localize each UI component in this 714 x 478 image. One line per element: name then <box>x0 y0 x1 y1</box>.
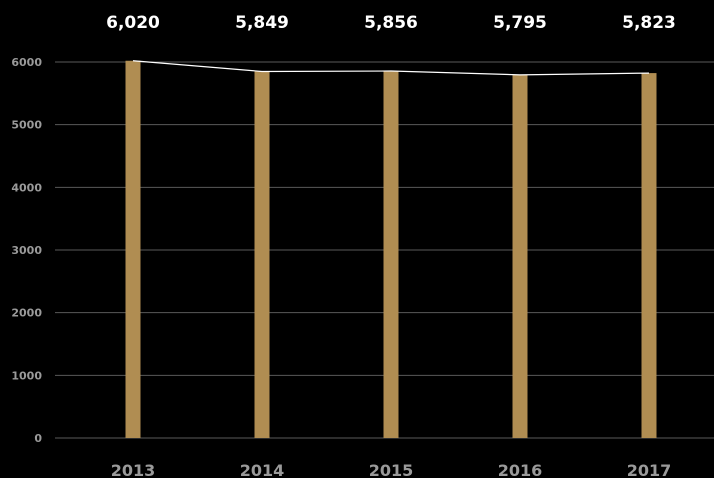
bar-2017 <box>641 73 657 438</box>
y-tick-label: 0 <box>34 432 42 445</box>
trend-line-path <box>132 60 650 76</box>
x-axis-ticks: 2013 2014 2015 2016 2017 <box>111 461 672 478</box>
data-label: 5,856 <box>364 13 418 33</box>
data-label: 6,020 <box>106 13 160 33</box>
trend-line <box>132 60 650 76</box>
y-tick-label: 5000 <box>11 119 42 132</box>
x-tick-label: 2014 <box>240 461 285 478</box>
data-label: 5,795 <box>493 13 547 33</box>
y-tick-label: 2000 <box>11 307 42 320</box>
y-axis-ticks: 0 1000 2000 3000 4000 5000 6000 <box>11 56 42 445</box>
x-tick-label: 2013 <box>111 461 156 478</box>
y-tick-label: 6000 <box>11 56 42 69</box>
y-tick-label: 4000 <box>11 181 42 194</box>
bars <box>125 60 657 439</box>
bar-2014 <box>254 71 270 438</box>
x-tick-label: 2015 <box>369 461 414 478</box>
x-tick-label: 2017 <box>627 461 672 478</box>
y-tick-label: 3000 <box>11 244 42 257</box>
data-labels: 6,020 5,849 5,856 5,795 5,823 <box>106 13 676 33</box>
data-label: 5,823 <box>622 13 676 33</box>
y-tick-label: 1000 <box>11 369 42 382</box>
x-tick-label: 2016 <box>498 461 543 478</box>
data-label: 5,849 <box>235 13 289 33</box>
bar-2013 <box>125 60 141 438</box>
bar-2016 <box>512 74 528 438</box>
bar-2015 <box>383 71 399 439</box>
